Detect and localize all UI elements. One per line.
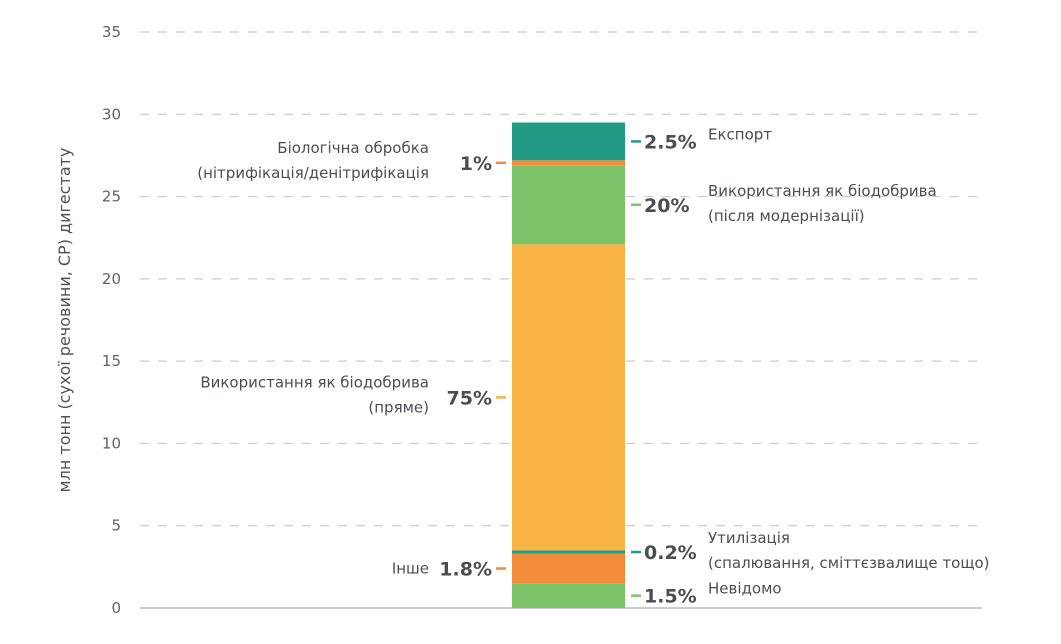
bar-segment (512, 550, 625, 554)
bar-segment (512, 583, 625, 608)
y-tick-label: 20 (102, 270, 121, 288)
segment-category-label: (після модернізації) (708, 207, 865, 225)
segment-labels: 1.5% Невідомо 1.8% Інше 0.2% Утилізація (спалю… (197, 125, 989, 607)
segment-category-label: Утилізація (708, 529, 790, 547)
segment-category-label: (пряме) (368, 398, 429, 416)
y-axis-title: млн тонн (сухої речовини, СР) дигестату (55, 148, 74, 493)
segment-category-label: Використання як біодобрива (708, 182, 937, 200)
segment-share-label: 1.8% (439, 559, 492, 581)
bar-segment (512, 244, 625, 551)
segment-share-label: 20% (644, 195, 689, 217)
segment-category-label: (нітрифікація/денітрифікація (197, 164, 429, 182)
y-tick-label: 30 (102, 105, 121, 123)
bar-segment (512, 165, 625, 245)
y-tick-label: 15 (102, 352, 121, 370)
segment-category-label: Інше (392, 560, 429, 578)
y-tick-label: 25 (102, 188, 121, 206)
segment-category-label: Невідомо (708, 580, 782, 598)
y-tick-label: 10 (102, 434, 121, 452)
bar-segment (512, 160, 625, 166)
y-axis: 0 5 10 15 20 25 30 35 (102, 23, 121, 617)
segment-category-label: (спалювання, сміттєзвалище тощо) (708, 554, 990, 572)
stacked-bar (512, 122, 625, 608)
segment-share-label: 1.5% (644, 586, 697, 608)
segment-share-label: 0.2% (644, 542, 697, 564)
segment-share-label: 75% (447, 387, 492, 409)
y-tick-label: 5 (111, 517, 121, 535)
segment-category-label: Експорт (708, 125, 772, 143)
y-tick-label: 0 (111, 599, 121, 617)
segment-share-label: 2.5% (644, 131, 697, 153)
segment-category-label: Біологічна обробка (277, 139, 429, 157)
segment-share-label: 1% (460, 153, 492, 175)
bar-segment (512, 553, 625, 584)
bar-segment (512, 122, 625, 161)
segment-category-label: Використання як біодобрива (200, 373, 429, 391)
y-tick-label: 35 (102, 23, 121, 41)
